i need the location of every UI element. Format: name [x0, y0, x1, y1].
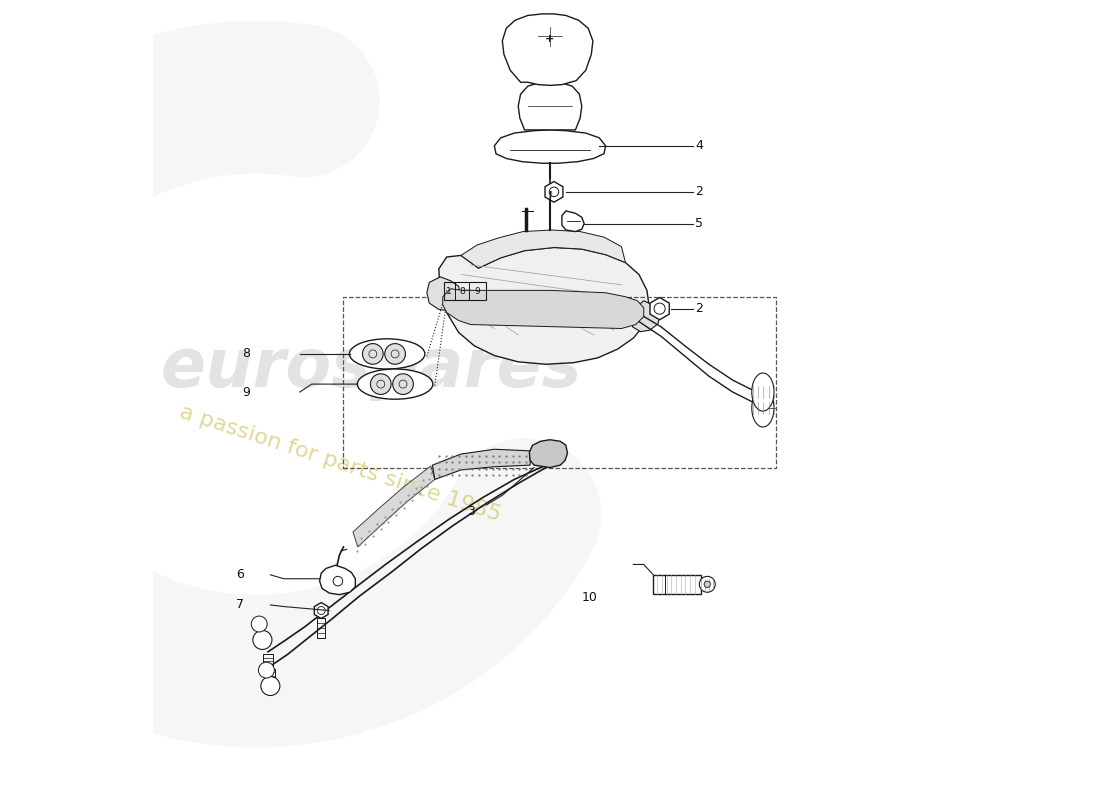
Text: 1: 1 [447, 286, 452, 296]
Circle shape [393, 374, 414, 394]
Polygon shape [439, 247, 649, 364]
Polygon shape [562, 211, 584, 231]
Polygon shape [427, 277, 461, 311]
Bar [343, 297, 777, 467]
Circle shape [371, 374, 392, 394]
Text: 4: 4 [695, 139, 703, 152]
Text: 8: 8 [459, 286, 464, 296]
Circle shape [258, 662, 274, 678]
Circle shape [385, 343, 406, 364]
Text: a passion for parts since 1985: a passion for parts since 1985 [177, 402, 503, 525]
Circle shape [704, 581, 711, 587]
Polygon shape [503, 14, 593, 86]
Text: 6: 6 [236, 568, 244, 582]
Text: 3: 3 [466, 505, 474, 518]
Polygon shape [494, 130, 606, 163]
Polygon shape [432, 450, 530, 479]
Text: 10: 10 [582, 590, 597, 603]
Circle shape [251, 616, 267, 632]
Polygon shape [650, 298, 669, 320]
Ellipse shape [751, 389, 774, 427]
Text: 2: 2 [695, 302, 703, 315]
Bar [653, 574, 701, 594]
Circle shape [253, 630, 272, 650]
Text: 7: 7 [236, 598, 244, 611]
Text: 8: 8 [242, 347, 250, 361]
Polygon shape [518, 82, 582, 130]
Polygon shape [631, 301, 660, 332]
Text: eurospares: eurospares [161, 335, 582, 402]
Polygon shape [529, 440, 568, 467]
Bar [444, 282, 486, 300]
Text: 9: 9 [242, 386, 250, 398]
Polygon shape [353, 466, 434, 547]
Circle shape [363, 343, 383, 364]
Text: 5: 5 [695, 217, 703, 230]
Ellipse shape [350, 339, 425, 369]
Ellipse shape [358, 369, 432, 399]
Circle shape [700, 576, 715, 592]
Text: +: + [546, 34, 554, 43]
Circle shape [261, 677, 279, 695]
Polygon shape [544, 182, 563, 202]
Polygon shape [315, 602, 328, 618]
Polygon shape [461, 230, 626, 268]
Ellipse shape [751, 373, 774, 411]
Text: 2: 2 [695, 186, 703, 198]
Polygon shape [320, 566, 355, 594]
Polygon shape [442, 289, 644, 329]
Text: 9: 9 [475, 286, 481, 296]
